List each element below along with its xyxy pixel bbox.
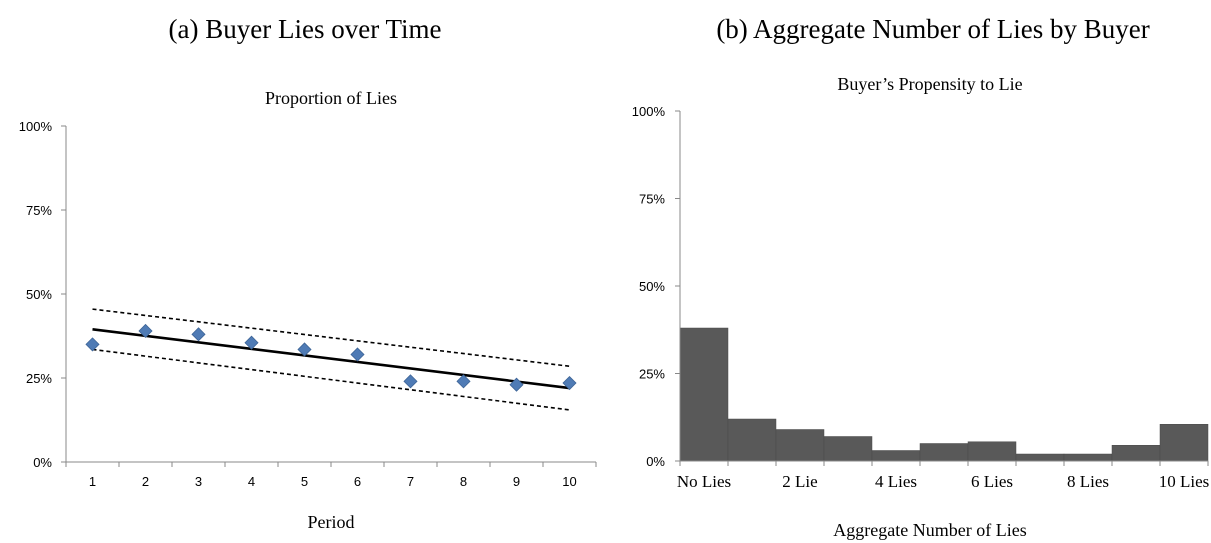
panel-b-title: (b) Aggregate Number of Lies by Buyer [716, 14, 1150, 44]
data-point [509, 377, 524, 392]
chart-title: Proportion of Lies [265, 88, 397, 108]
panel-a-title: (a) Buyer Lies over Time [168, 14, 442, 44]
x-tick-label: 6 [354, 474, 361, 489]
y-tick-label: 100% [19, 119, 53, 134]
data-point [562, 375, 577, 391]
x-tick-label: 4 Lies [875, 472, 917, 491]
x-tick-label: 9 [513, 474, 520, 489]
x-tick-label: 1 [89, 474, 96, 489]
y-tick-label: 0% [33, 455, 52, 470]
x-tick-label: 2 [142, 474, 149, 489]
bar [919, 443, 969, 462]
data-point [244, 335, 259, 350]
data-point [350, 347, 365, 362]
upper-confidence-line [92, 308, 570, 368]
bar [679, 327, 729, 462]
bar [1111, 445, 1161, 462]
bar [871, 450, 921, 462]
x-tick-label: No Lies [677, 472, 731, 491]
y-tick-label: 75% [639, 192, 665, 207]
bar [1159, 424, 1209, 462]
x-tick-label: 6 Lies [971, 472, 1013, 491]
trend-line [92, 327, 570, 390]
x-tick-label: 2 Lie [782, 472, 817, 491]
y-tick-label: 100% [632, 104, 666, 119]
y-tick-label: 25% [639, 367, 665, 382]
data-point [85, 337, 100, 352]
y-tick-label: 25% [26, 371, 52, 386]
y-tick-label: 50% [639, 279, 665, 294]
y-tick-label: 0% [646, 454, 665, 469]
bar [1015, 453, 1065, 462]
chart-title: Buyer’s Propensity to Lie [837, 74, 1022, 94]
x-tick-label: 8 [460, 474, 467, 489]
data-point [297, 342, 312, 357]
x-tick-label: 3 [195, 474, 202, 489]
lower-confidence-line [92, 348, 570, 411]
x-tick-label: 8 Lies [1067, 472, 1109, 491]
bar [1063, 453, 1113, 462]
x-tick-label: 7 [407, 474, 414, 489]
data-point [456, 374, 471, 389]
x-tick-label: 10 [562, 474, 576, 489]
data-point [403, 374, 418, 389]
x-axis-label: Aggregate Number of Lies [833, 520, 1026, 540]
x-tick-label: 5 [301, 474, 308, 489]
x-tick-label: 10 Lies [1159, 472, 1210, 491]
y-tick-label: 75% [26, 203, 52, 218]
x-tick-label: 4 [248, 474, 255, 489]
bar [727, 418, 777, 462]
bar [967, 441, 1017, 462]
y-tick-label: 50% [26, 287, 52, 302]
data-point [191, 327, 206, 342]
bar [775, 429, 825, 462]
x-axis-label: Period [308, 512, 355, 532]
bar [823, 436, 873, 462]
data-point [138, 323, 153, 339]
